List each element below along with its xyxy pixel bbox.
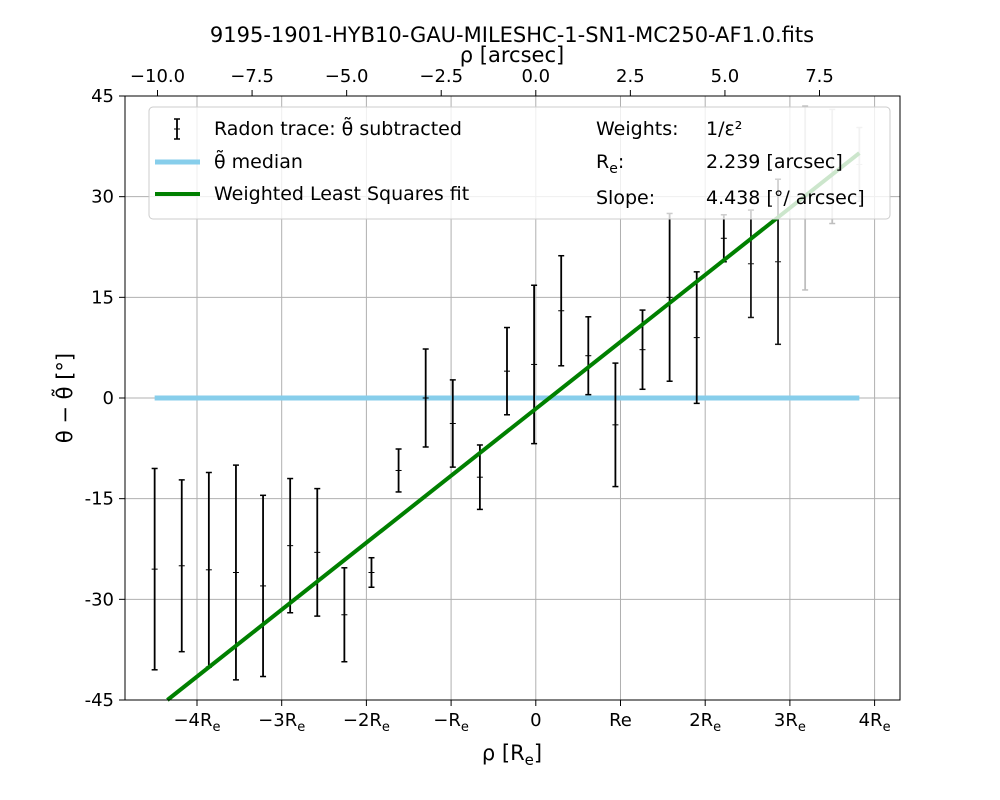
x-tick-label: −4Re [173, 710, 220, 735]
x-tick-label: −3Re [258, 710, 305, 735]
x-tick-label: 0 [530, 710, 541, 731]
legend-errorbar-marker [174, 118, 180, 140]
errorbar-point [422, 348, 429, 448]
legend-box [148, 106, 891, 220]
x-tick-label: −Re [433, 710, 469, 735]
errorbar-point [585, 316, 592, 396]
legend-label-fit: Weighted Least Squares fit [214, 183, 469, 205]
y-tick-label: -15 [85, 489, 114, 510]
errorbar-point [260, 494, 267, 678]
errorbar-point [558, 254, 565, 367]
x-tick-label: 3Re [774, 710, 806, 735]
errorbar-point [341, 567, 348, 663]
series-layer [151, 105, 863, 702]
errorbar-point [314, 487, 321, 617]
y-tick-label: 0 [103, 388, 114, 409]
top-x-tick-label: 5.0 [711, 66, 740, 87]
top-x-tick-label: 7.5 [805, 66, 834, 87]
chart-title: 9195-1901-HYB10-GAU-MILESHC-1-SN1-MC250-… [210, 23, 814, 47]
top-x-tick-label: −7.5 [230, 66, 274, 87]
x-tick-label: 2Re [689, 710, 721, 735]
re-label: Re: [596, 151, 624, 177]
x-tick-label: −2Re [343, 710, 390, 735]
errorbar-point [531, 284, 538, 445]
errorbar-point [287, 477, 294, 614]
y-tick-label: 15 [91, 287, 114, 308]
errorbar-point [151, 467, 158, 671]
top-x-tick-label: 2.5 [616, 66, 645, 87]
slope-value: 4.438 [°/ arcsec] [706, 187, 865, 209]
errorbar-point [747, 209, 754, 319]
errorbar-point [503, 326, 510, 416]
errorbar-point [449, 379, 456, 468]
top-x-tick-label: −2.5 [419, 66, 463, 87]
errorbar-point [720, 214, 727, 263]
errorbar-point [395, 448, 402, 493]
y-tick-label: 30 [91, 187, 114, 208]
top-x-tick-label: −5.0 [325, 66, 369, 87]
top-x-tick-label: −10.0 [130, 66, 185, 87]
errorbar-point [476, 444, 483, 511]
slope-label: Slope: [596, 187, 655, 209]
errorbar-point [693, 271, 700, 405]
x-axis-label: ρ [Re] [482, 741, 542, 769]
y-axis-label: θ − θ̃ [°] [50, 353, 77, 443]
errorbar-point [612, 362, 619, 488]
legend-label-radon: Radon trace: θ̃ subtracted [214, 115, 462, 140]
ticks: −4Re −3Re −2Re −Re 0 Re 2Re 3Re 4Re −10.0 −7.5 −5.0… [85, 66, 891, 735]
weights-label: Weights: [596, 118, 679, 140]
errorbar-point [178, 479, 185, 653]
y-tick-label: -30 [85, 589, 114, 610]
legend-label-median: θ̃ median [214, 148, 303, 173]
errorbar-point [368, 556, 375, 589]
x-tick-label: Re [609, 710, 632, 731]
re-value: 2.239 [arcsec] [706, 151, 843, 173]
weights-value: 1/ε² [706, 118, 742, 140]
top-axis-label: ρ [arcsec] [460, 43, 564, 67]
fit-line [166, 151, 861, 702]
errorbar-point [205, 471, 212, 668]
legend: Radon trace: θ̃ subtracted θ̃ median Wei… [148, 106, 891, 220]
x-tick-label: 4Re [859, 710, 891, 735]
y-tick-label: -45 [85, 690, 114, 711]
errorbar-point [666, 212, 673, 382]
top-x-tick-label: 0.0 [521, 66, 550, 87]
y-tick-label: 45 [91, 86, 114, 107]
